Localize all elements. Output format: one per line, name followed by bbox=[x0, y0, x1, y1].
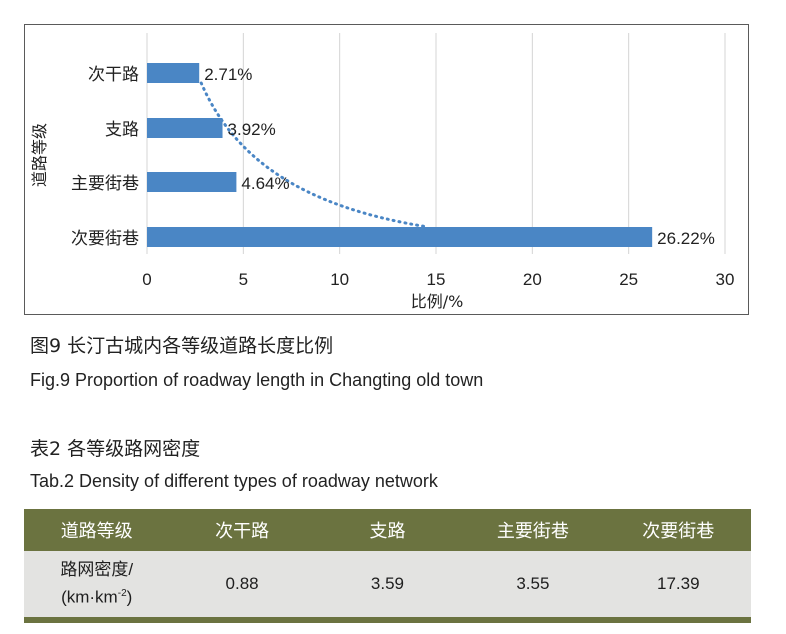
header-cell: 次要街巷 bbox=[605, 509, 751, 551]
table-cell: 3.59 bbox=[314, 551, 461, 623]
bar bbox=[147, 63, 200, 83]
bar-value-label: 26.22% bbox=[657, 229, 715, 248]
row-label-line1: 路网密度/ bbox=[60, 560, 134, 580]
x-tick-label: 30 bbox=[716, 270, 735, 289]
header-cell: 主要街巷 bbox=[460, 509, 606, 551]
table-caption-en: Tab.2 Density of different types of road… bbox=[30, 471, 438, 491]
row-label-unit: (km·km bbox=[61, 587, 118, 607]
x-tick-label: 20 bbox=[523, 270, 542, 289]
x-axis-label: 比例/% bbox=[411, 292, 464, 311]
header-cell: 支路 bbox=[314, 509, 461, 551]
bar bbox=[147, 227, 653, 247]
y-tick-label: 次要街巷 bbox=[71, 229, 139, 249]
table-header-row: 道路等级 次干路 支路 主要街巷 次要街巷 bbox=[24, 509, 751, 551]
trend-line bbox=[199, 81, 430, 229]
row-label-close: ) bbox=[126, 587, 133, 607]
bar-value-label: 4.64% bbox=[241, 174, 289, 193]
header-cell: 次干路 bbox=[169, 509, 315, 551]
x-tick-label: 15 bbox=[427, 270, 446, 289]
table-caption-cn: 表2 各等级路网密度 bbox=[30, 438, 201, 460]
bar bbox=[147, 172, 237, 192]
y-tick-label: 次干路 bbox=[88, 65, 139, 85]
row-label-line2: (km·km-2) bbox=[24, 582, 169, 610]
row-label-cell: 路网密度/ (km·km-2) bbox=[24, 551, 170, 623]
table-cell: 3.55 bbox=[460, 551, 606, 623]
bar-value-label: 3.92% bbox=[228, 120, 276, 139]
bar-chart: 2.71% 次干路 3.92% 支路 4.64% 主要街巷 26.22% 次要街巷 0 5 10 15… bbox=[24, 24, 749, 315]
y-tick-label: 支路 bbox=[105, 120, 139, 140]
y-axis-label: 道路等级 bbox=[30, 123, 49, 187]
figure-caption-en: Fig.9 Proportion of roadway length in Ch… bbox=[30, 370, 484, 390]
x-tick-label: 5 bbox=[239, 270, 248, 289]
figure-caption-cn: 图9 长汀古城内各等级道路长度比例 bbox=[30, 335, 334, 357]
bar bbox=[147, 118, 223, 138]
table-cell: 17.39 bbox=[605, 551, 751, 623]
table-row: 路网密度/ (km·km-2) 0.88 3.59 3.55 17.39 bbox=[24, 551, 751, 623]
x-tick-label: 25 bbox=[619, 270, 638, 289]
bar-value-label: 2.71% bbox=[204, 65, 252, 84]
row-label-sup: -2 bbox=[117, 588, 127, 600]
x-tick-label: 0 bbox=[142, 270, 151, 289]
y-tick-label: 主要街巷 bbox=[71, 174, 139, 194]
table-cell: 0.88 bbox=[169, 551, 315, 623]
chart-canvas: 2.71% 次干路 3.92% 支路 4.64% 主要街巷 26.22% 次要街巷 0 5 10 15… bbox=[30, 33, 735, 311]
x-tick-label: 10 bbox=[330, 270, 349, 289]
header-cell: 道路等级 bbox=[24, 509, 170, 551]
density-table: 道路等级 次干路 支路 主要街巷 次要街巷 路网密度/ (km·km-2) 0.… bbox=[24, 509, 751, 623]
